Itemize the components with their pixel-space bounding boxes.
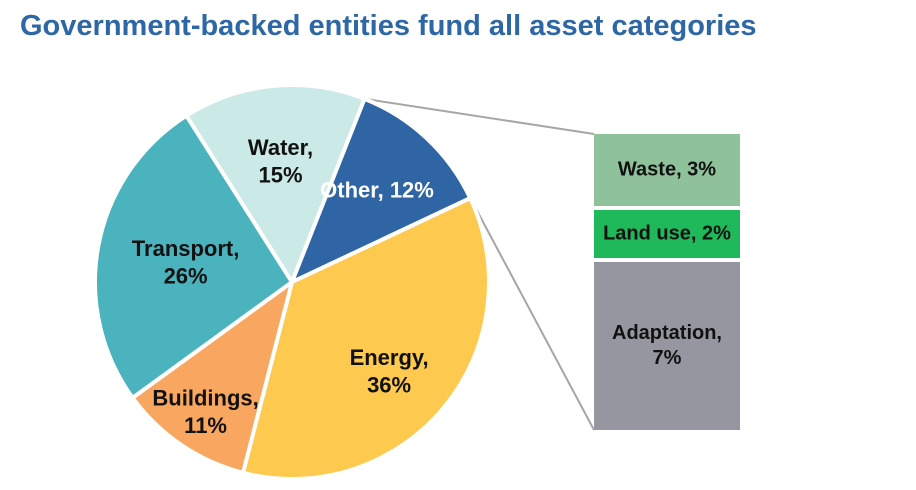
pie-slices (93, 83, 491, 481)
pie-label-other: Other, 12% (320, 177, 434, 202)
pie-label-buildings: Buildings, 11% (152, 386, 258, 439)
pie-slice-buildings (130, 280, 294, 475)
breakdown-bar: Waste, 3% Land use, 2% Adaptation, 7% (594, 134, 740, 430)
pie-slice-energy (241, 196, 491, 481)
connector-lines (364, 97, 595, 431)
pie-slice-transport (93, 113, 294, 400)
pie-slice-other (290, 96, 473, 284)
bar-label-waste: Waste, 3% (618, 158, 716, 180)
pie-label-energy: Energy, 36% (350, 345, 429, 398)
pie-labels: Energy, 36% Buildings, 11% Transport, 26%Wate… (132, 135, 434, 438)
pie-label-transport: Transport, 26% (132, 236, 240, 289)
pie-label-water: Water, 15% (248, 135, 313, 188)
bar-label-land-use: Land use, 2% (603, 222, 731, 244)
pie-slice-water (184, 83, 367, 284)
connector-line-bottom (469, 197, 595, 431)
bar-segment-waste (594, 134, 740, 206)
chart-title: Government-backed entities fund all asse… (20, 10, 757, 42)
connector-line-top (364, 97, 595, 135)
bar-segment-adaptation (594, 262, 740, 430)
bar-label-adaptation: Adaptation, 7% (612, 322, 722, 369)
bar-segment-land-use (594, 210, 740, 258)
